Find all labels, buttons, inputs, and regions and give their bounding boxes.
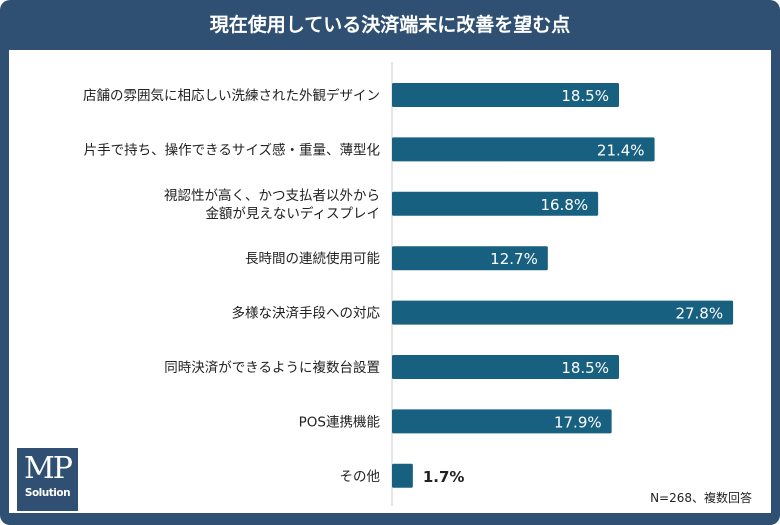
data-label: 12.7% bbox=[490, 250, 538, 268]
data-label: 18.5% bbox=[561, 87, 609, 105]
category-label: 視認性が高く、かつ支払者以外から bbox=[164, 187, 380, 204]
category-label: その他 bbox=[340, 469, 381, 485]
category-label: POS連携機能 bbox=[299, 414, 380, 430]
category-label: 店舗の雰囲気に相応しい洗練された外観デザイン bbox=[83, 87, 380, 104]
category-label: 多様な決済手段への対応 bbox=[232, 305, 381, 322]
mp-solution-logo: MP Solution bbox=[17, 448, 78, 511]
chart-panel bbox=[9, 50, 771, 513]
bar-4 bbox=[392, 246, 548, 271]
bar-8 bbox=[392, 463, 413, 488]
bar-1 bbox=[392, 83, 619, 107]
sample-note: N=268、複数回答 bbox=[650, 491, 752, 505]
category-label: 長時間の連続使用可能 bbox=[245, 250, 380, 267]
category-label: 金額が見えないディスプレイ bbox=[205, 205, 380, 222]
category-label: 同時決済ができるように複数台設置 bbox=[164, 359, 380, 376]
logo-text-mp: MP bbox=[24, 451, 73, 486]
chart-title: 現在使用している決済端末に改善を望む点 bbox=[209, 14, 571, 36]
bar-3 bbox=[392, 191, 599, 216]
category-label: 片手で持ち、操作できるサイズ感・重量、薄型化 bbox=[84, 141, 380, 158]
bar-5 bbox=[392, 300, 734, 325]
bar-2 bbox=[392, 137, 655, 162]
bar-7 bbox=[392, 409, 612, 434]
data-label: 18.5% bbox=[561, 359, 609, 377]
data-label: 1.7% bbox=[423, 468, 465, 486]
data-label: 16.8% bbox=[540, 196, 588, 214]
logo-text-solution: Solution bbox=[24, 487, 71, 499]
data-label: 27.8% bbox=[675, 305, 723, 323]
bar-6 bbox=[392, 355, 619, 379]
data-label: 17.9% bbox=[554, 413, 602, 431]
data-label: 21.4% bbox=[597, 141, 645, 159]
